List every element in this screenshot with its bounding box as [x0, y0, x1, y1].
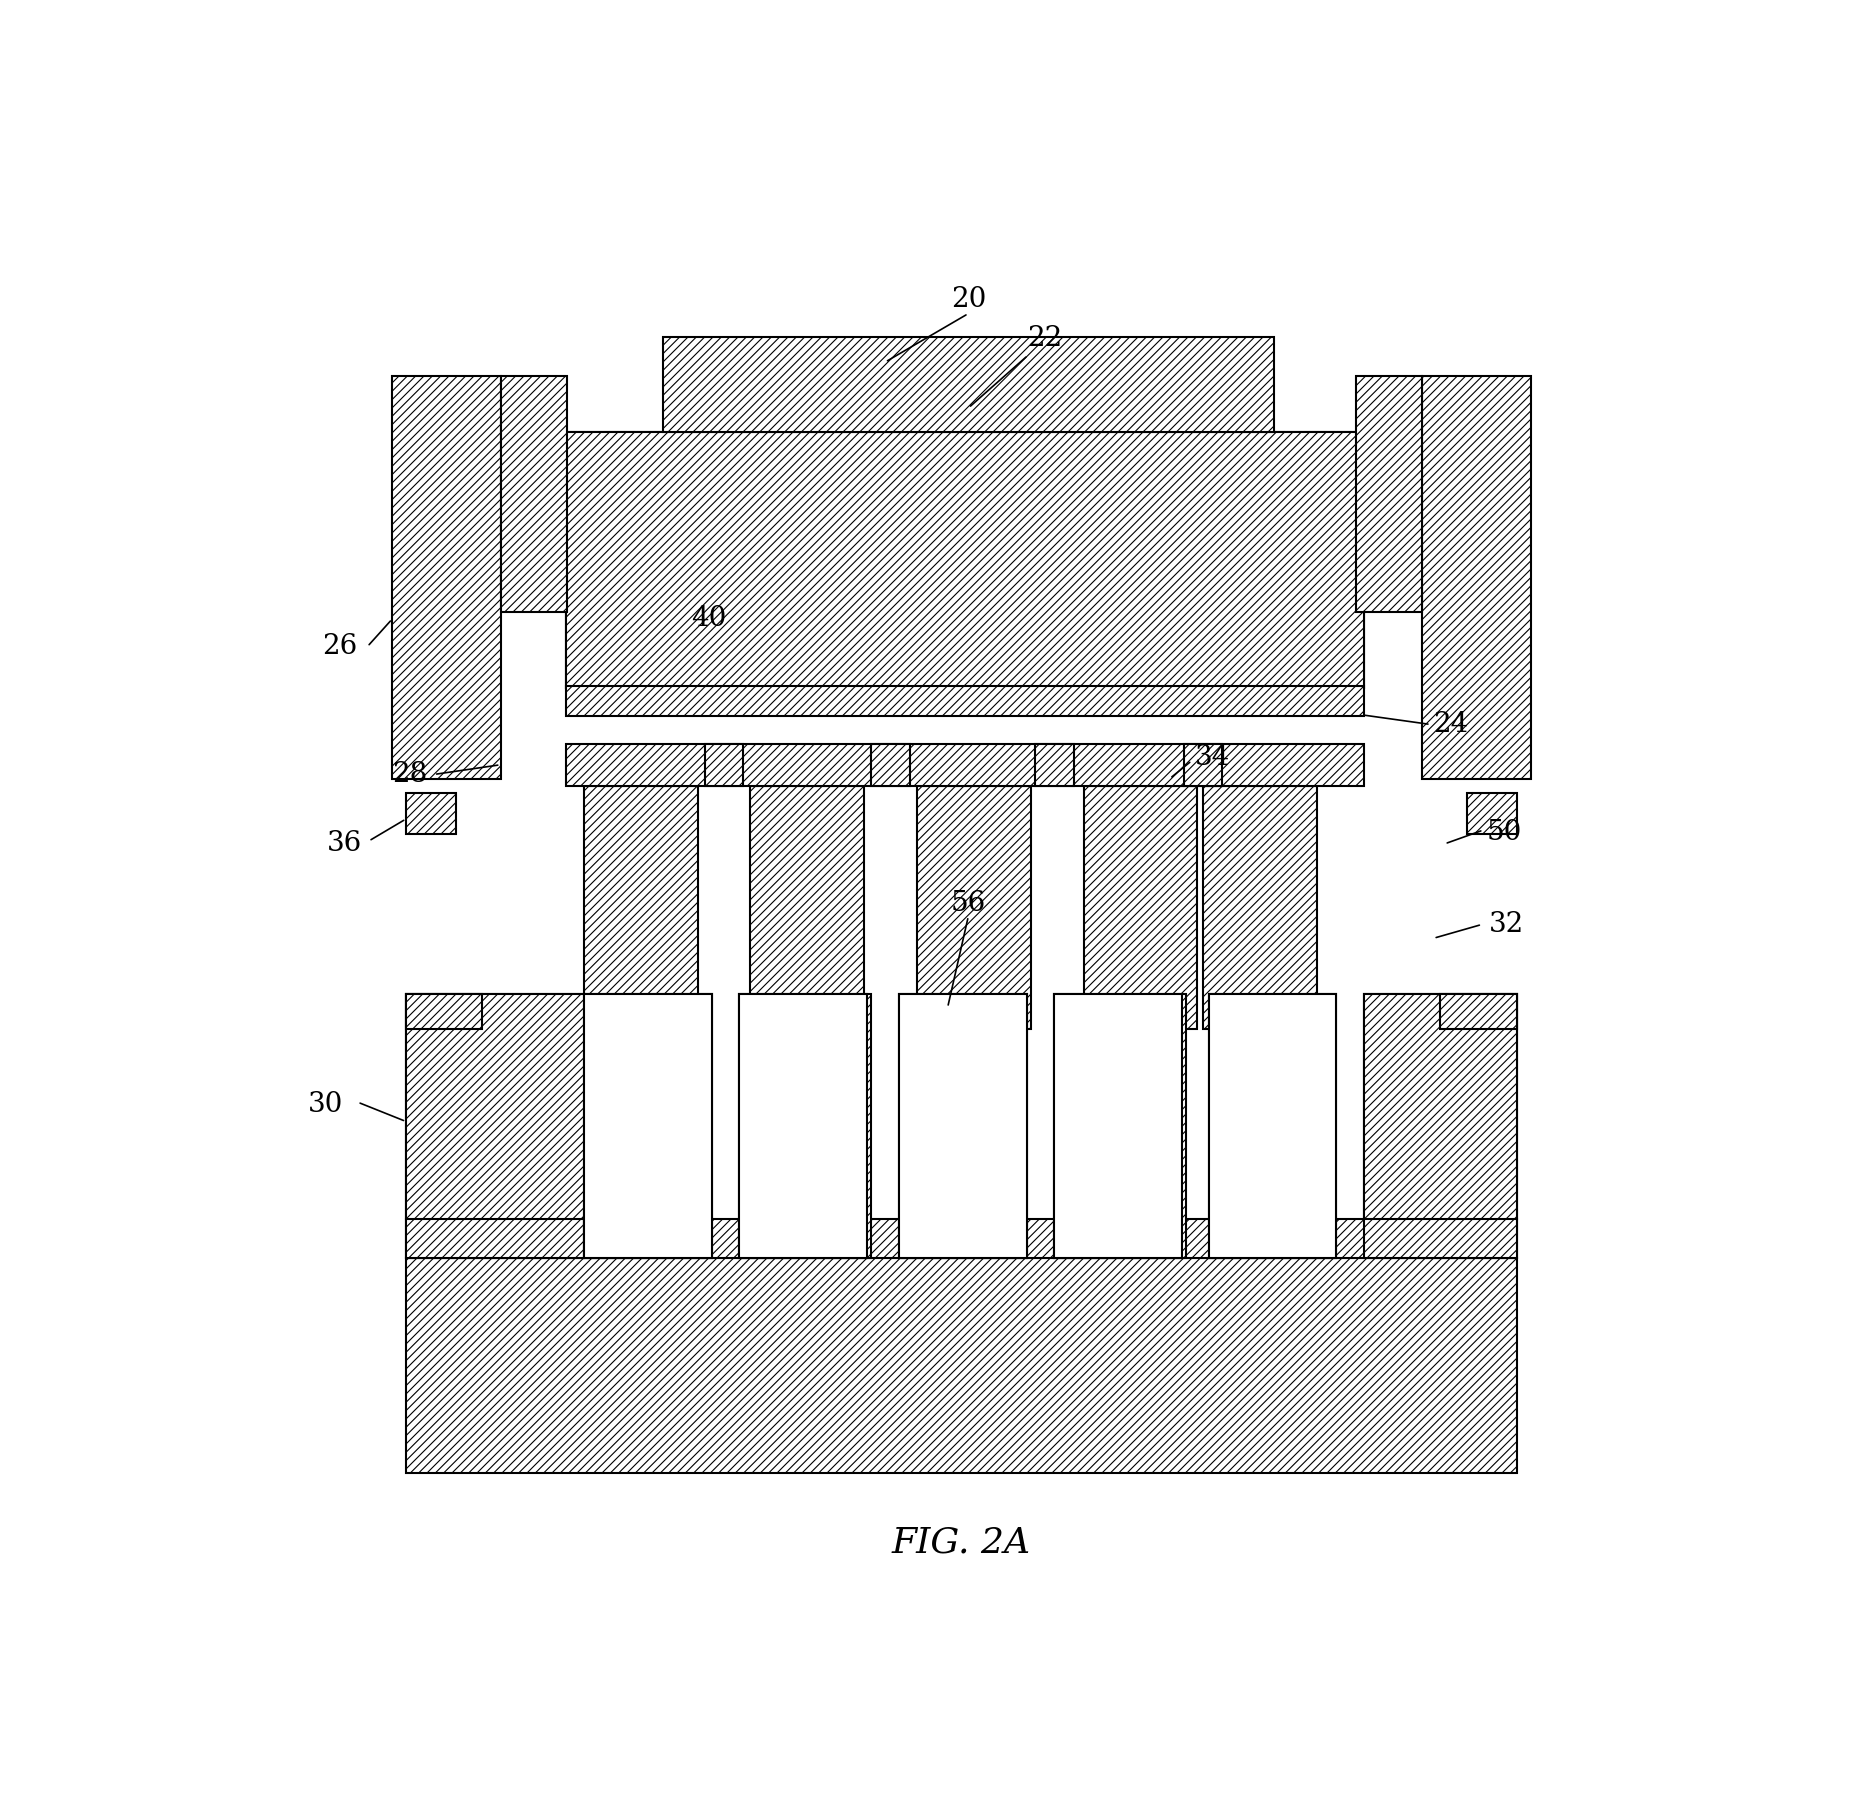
Bar	[870, 745, 910, 786]
Bar	[567, 431, 1364, 689]
Text: 30: 30	[308, 1091, 343, 1118]
Bar	[1208, 993, 1336, 1258]
Bar	[739, 993, 870, 1258]
Bar	[1422, 377, 1531, 779]
Bar	[1203, 786, 1317, 1028]
Bar	[501, 377, 567, 611]
Bar	[1356, 377, 1422, 611]
Bar	[705, 745, 743, 786]
Text: 32: 32	[1490, 911, 1525, 938]
Bar	[1364, 993, 1518, 1258]
Bar	[899, 993, 1026, 1258]
Bar	[739, 993, 867, 1258]
Bar	[750, 786, 865, 1028]
Bar	[405, 993, 583, 1258]
Text: 56: 56	[951, 891, 987, 918]
Text: 34: 34	[1195, 745, 1231, 772]
Text: 50: 50	[1486, 819, 1521, 846]
Bar	[567, 431, 1364, 689]
Bar	[567, 685, 1364, 716]
Text: 20: 20	[951, 287, 987, 314]
Text: 40: 40	[690, 606, 726, 633]
Bar	[899, 993, 1026, 1258]
Bar	[1467, 793, 1518, 835]
Text: FIG. 2A: FIG. 2A	[891, 1525, 1032, 1560]
Text: 36: 36	[326, 831, 362, 858]
Bar	[405, 993, 583, 1219]
Bar	[405, 1219, 1518, 1258]
Bar	[1054, 993, 1186, 1258]
Bar	[405, 1258, 1518, 1473]
Bar	[1364, 993, 1518, 1219]
Bar	[1441, 993, 1518, 1028]
Bar	[583, 993, 711, 1258]
Bar	[405, 793, 456, 835]
Text: 26: 26	[323, 633, 358, 660]
Bar	[1184, 745, 1223, 786]
Text: 28: 28	[392, 761, 428, 788]
Bar	[917, 786, 1032, 1028]
Bar	[392, 377, 501, 779]
Bar	[1084, 786, 1197, 1028]
Bar	[662, 337, 1274, 431]
Text: 24: 24	[1433, 710, 1469, 737]
Bar	[1054, 993, 1182, 1258]
Bar	[1036, 745, 1073, 786]
Bar	[405, 993, 482, 1028]
Bar	[583, 993, 711, 1258]
Bar	[583, 786, 698, 1028]
Bar	[567, 745, 1364, 786]
Text: 22: 22	[1028, 325, 1062, 352]
Bar	[1208, 993, 1336, 1258]
